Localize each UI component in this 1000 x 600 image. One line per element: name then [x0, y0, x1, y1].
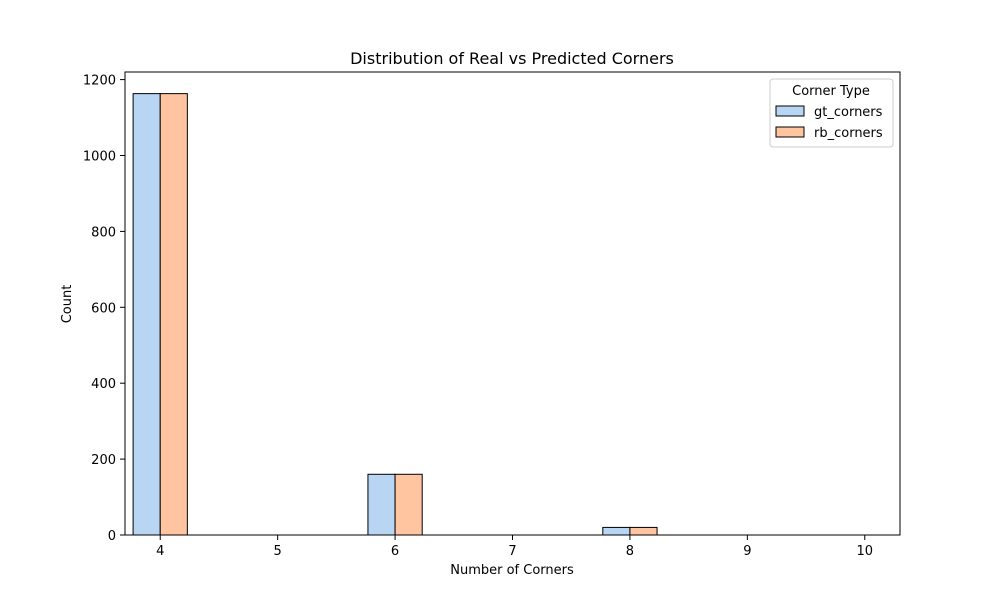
bar-rb_corners-4 [159, 93, 188, 536]
legend-label-gt_corners: gt_corners [814, 105, 883, 120]
bar-rb_corners-6 [394, 473, 423, 536]
y-tick-label: 600 [91, 301, 116, 316]
x-tick-label: 7 [508, 544, 516, 559]
legend-title: Corner Type [792, 84, 870, 99]
y-axis-label: Count [60, 285, 75, 324]
x-tick-label: 10 [856, 544, 873, 559]
chart-title: Distribution of Real vs Predicted Corner… [350, 49, 674, 68]
y-tick-label: 1200 [83, 74, 116, 89]
x-axis-label: Number of Corners [450, 563, 574, 578]
legend-swatch-gt_corners [775, 105, 805, 117]
legend-swatch-rb_corners [775, 126, 805, 138]
bar-gt_corners-8 [602, 526, 631, 536]
bar-gt_corners-4 [132, 93, 161, 536]
y-tick-label: 1000 [83, 149, 116, 164]
bar-rb_corners-8 [629, 526, 658, 536]
y-axis: 0 200 400 600 800 1000 1200 [83, 74, 125, 544]
y-tick-label: 200 [91, 453, 116, 468]
legend-label-rb_corners: rb_corners [814, 126, 883, 141]
bars-layer [132, 93, 658, 536]
y-tick-label: 400 [91, 377, 116, 392]
y-tick-label: 800 [91, 225, 116, 240]
y-tick-label: 0 [108, 529, 116, 544]
legend: Corner Type gt_corners rb_corners [769, 78, 894, 148]
x-axis: 4 5 6 7 8 9 10 [156, 535, 873, 559]
x-tick-label: 6 [391, 544, 399, 559]
x-tick-label: 4 [156, 544, 164, 559]
x-tick-label: 5 [274, 544, 282, 559]
bar-gt_corners-6 [367, 473, 396, 536]
x-tick-label: 9 [743, 544, 751, 559]
legend-entries: gt_corners rb_corners [775, 105, 883, 141]
x-tick-label: 8 [626, 544, 634, 559]
